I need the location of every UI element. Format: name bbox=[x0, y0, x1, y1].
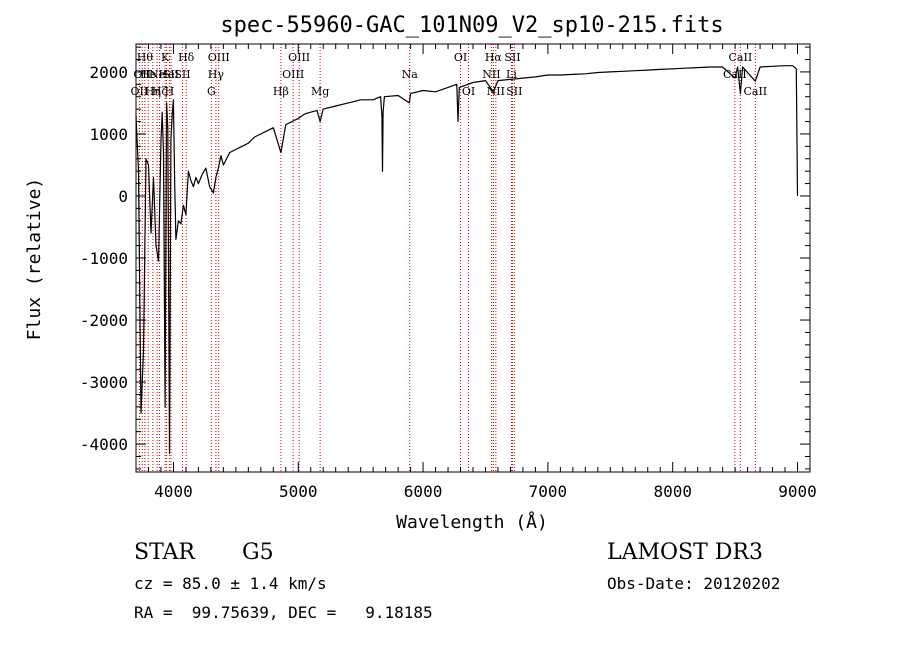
line-label-21: OI bbox=[454, 51, 467, 64]
x-tick-label-1: 5000 bbox=[279, 482, 318, 501]
object-class: STAR bbox=[134, 540, 195, 565]
series-line-0 bbox=[135, 65, 799, 454]
x-tick-label-2: 6000 bbox=[404, 482, 443, 501]
line-label-24: Hα bbox=[485, 51, 503, 64]
object-subclass: G5 bbox=[242, 540, 274, 565]
line-label-9: H bbox=[165, 85, 175, 98]
line-label-15: OIII bbox=[208, 51, 230, 64]
x-tick-label-3: 7000 bbox=[529, 482, 568, 501]
chart-title: spec-55960-GAC_101N09_V2_sp10-215.fits bbox=[220, 13, 723, 38]
y-tick-label-4: 0 bbox=[118, 187, 128, 206]
y-tick-label-1: -3000 bbox=[80, 373, 128, 392]
line-label-16: Hβ bbox=[273, 85, 289, 98]
x-tick-label-4: 8000 bbox=[653, 482, 692, 501]
line-label-22: OI bbox=[462, 85, 475, 98]
x-axis-label: Wavelength (Å) bbox=[396, 511, 548, 533]
line-label-14: Hγ bbox=[208, 68, 225, 81]
redshift-text: cz = 85.0 ± 1.4 km/s bbox=[134, 574, 327, 593]
survey-name: LAMOST DR3 bbox=[607, 540, 763, 565]
line-label-12: SII bbox=[174, 68, 190, 81]
spectral-line-labels: OII OII Hθ He Hη Ne Hζ K He H SII Hδ SII G Hγ OIII Hβ OII… bbox=[131, 51, 768, 98]
y-tick-label-2: -2000 bbox=[80, 311, 128, 330]
line-label-1: OII bbox=[133, 68, 151, 81]
line-label-27: SII bbox=[504, 51, 520, 64]
line-label-28: SII bbox=[506, 85, 522, 98]
line-label-20: Na bbox=[402, 68, 419, 81]
y-tick-label-5: 1000 bbox=[89, 125, 128, 144]
line-label-13: G bbox=[207, 85, 216, 98]
line-label-0: OII bbox=[131, 85, 149, 98]
flux-series bbox=[135, 65, 799, 454]
line-label-17: OIII bbox=[282, 68, 304, 81]
x-tick-label-5: 9000 bbox=[778, 482, 817, 501]
axes: 4000 5000 6000 7000 8000 9000 -4000 -3000 -2000 -… bbox=[80, 44, 817, 501]
line-label-11: Hδ bbox=[178, 51, 195, 64]
line-label-23: NII bbox=[482, 68, 500, 81]
y-axis-label: Flux (relative) bbox=[24, 178, 45, 341]
y-tick-label-3: -1000 bbox=[80, 249, 128, 268]
spectral-line-markers bbox=[138, 44, 756, 472]
plot-frame bbox=[135, 43, 811, 473]
y-tick-label-0: -4000 bbox=[80, 435, 128, 454]
line-label-8: He bbox=[159, 68, 175, 81]
line-label-26: Li bbox=[506, 68, 517, 81]
line-label-2: Hθ bbox=[137, 51, 154, 64]
line-label-7: K bbox=[161, 51, 170, 64]
line-label-30: CaII bbox=[729, 51, 753, 64]
line-label-29: CaII bbox=[723, 68, 747, 81]
line-label-4: Hη bbox=[145, 85, 161, 98]
line-label-6: Hζ bbox=[152, 85, 168, 98]
y-tick-label-6: 2000 bbox=[89, 63, 128, 82]
line-label-19: Mg bbox=[311, 85, 329, 98]
line-label-10: SII bbox=[163, 68, 179, 81]
line-label-18: OIII bbox=[288, 51, 310, 64]
line-label-5: Ne bbox=[149, 68, 165, 81]
coordinates-text: RA = 99.75639, DEC = 9.18185 bbox=[134, 603, 433, 622]
line-label-31: CaII bbox=[743, 85, 767, 98]
line-label-3: He bbox=[140, 68, 156, 81]
observation-date: Obs-Date: 20120202 bbox=[607, 574, 781, 593]
x-tick-label-0: 4000 bbox=[154, 482, 193, 501]
